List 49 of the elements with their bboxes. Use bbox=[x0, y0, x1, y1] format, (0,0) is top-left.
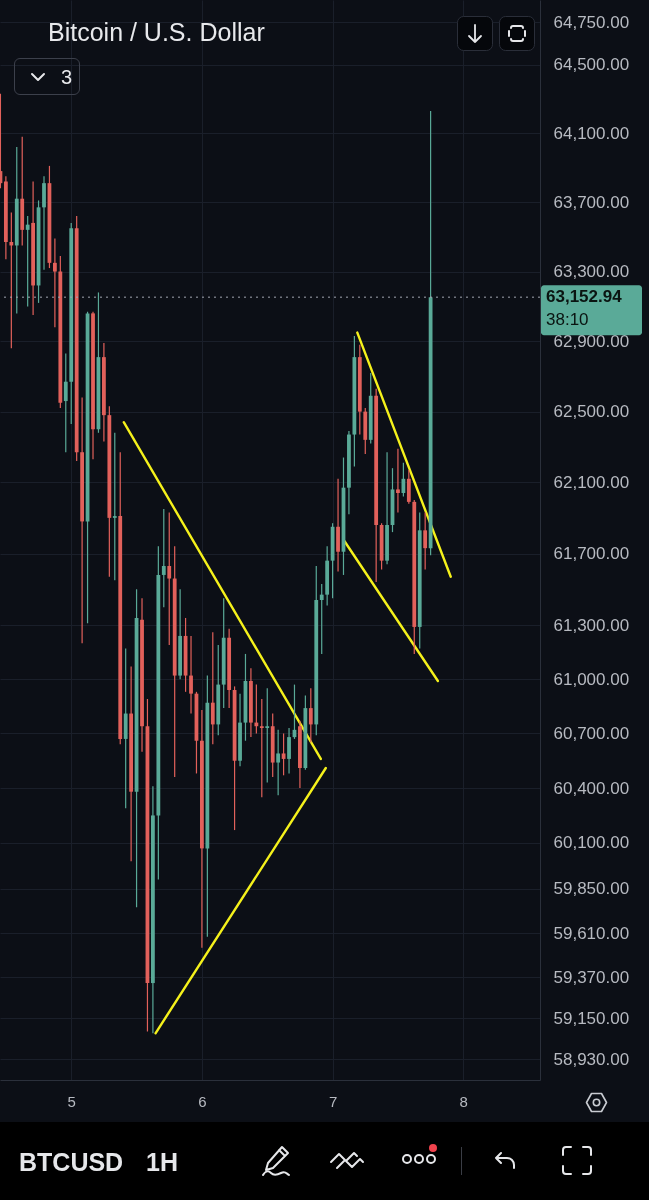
y-tick-label: 60,100.00 bbox=[553, 833, 630, 853]
candlestick bbox=[396, 448, 400, 514]
y-tick-label: 64,100.00 bbox=[553, 123, 630, 143]
candlestick bbox=[401, 462, 406, 498]
y-tick-label: 60,700.00 bbox=[553, 723, 630, 743]
candlestick bbox=[423, 511, 428, 571]
text: Bitcoin / U.S. Dollar bbox=[48, 18, 265, 46]
x-tick-label: 7 bbox=[328, 1092, 338, 1110]
text: 1H bbox=[146, 1148, 178, 1176]
dropdown-button: 3 bbox=[14, 58, 80, 95]
y-tick-label: 60,400.00 bbox=[553, 778, 630, 798]
y-tick-label: 62,900.00 bbox=[553, 331, 630, 351]
text: 38:10 bbox=[546, 310, 589, 330]
y-tick-label: 59,370.00 bbox=[553, 967, 630, 987]
candlestick bbox=[319, 583, 324, 655]
y-tick-label: 62,500.00 bbox=[553, 402, 630, 422]
candlestick bbox=[9, 211, 14, 349]
y-tick-label: 59,850.00 bbox=[553, 879, 630, 899]
y-tick-label: 59,150.00 bbox=[553, 1008, 630, 1028]
candlestick bbox=[265, 687, 270, 784]
ref-line-label: 63,152.94 bbox=[546, 287, 623, 307]
candlestick bbox=[161, 508, 166, 608]
candlestick bbox=[167, 511, 172, 646]
y-tick-label: 64,500.00 bbox=[553, 55, 630, 75]
y-tick-label: 58,930.00 bbox=[553, 1049, 630, 1069]
candlestick bbox=[112, 432, 117, 581]
candlestick bbox=[189, 635, 193, 715]
y-tick-label: 61,700.00 bbox=[553, 544, 630, 564]
candlestick bbox=[276, 729, 281, 796]
annotation: 3 bbox=[61, 66, 73, 88]
candlestick bbox=[52, 237, 57, 328]
y-tick-label: 63,700.00 bbox=[553, 192, 630, 212]
text: BTCUSD bbox=[19, 1148, 124, 1176]
x-tick-label: 6 bbox=[198, 1092, 207, 1110]
y-tick-label: 64,750.00 bbox=[553, 12, 630, 32]
y-tick-label: 62,100.00 bbox=[553, 472, 630, 492]
candlestick bbox=[259, 698, 264, 798]
candlestick bbox=[63, 353, 68, 453]
y-tick-label: 61,000.00 bbox=[553, 669, 630, 689]
y-tick-label: 59,610.00 bbox=[553, 923, 630, 943]
y-tick-label: 61,300.00 bbox=[553, 615, 630, 635]
x-tick-label: 5 bbox=[67, 1092, 76, 1110]
candlestick bbox=[287, 727, 291, 775]
x-tick-label: 8 bbox=[459, 1092, 468, 1110]
candlestick bbox=[25, 215, 30, 307]
candlestick bbox=[308, 687, 313, 744]
candlestick bbox=[406, 469, 411, 505]
y-tick-label: 63,300.00 bbox=[553, 262, 630, 282]
candlestick bbox=[210, 631, 215, 745]
